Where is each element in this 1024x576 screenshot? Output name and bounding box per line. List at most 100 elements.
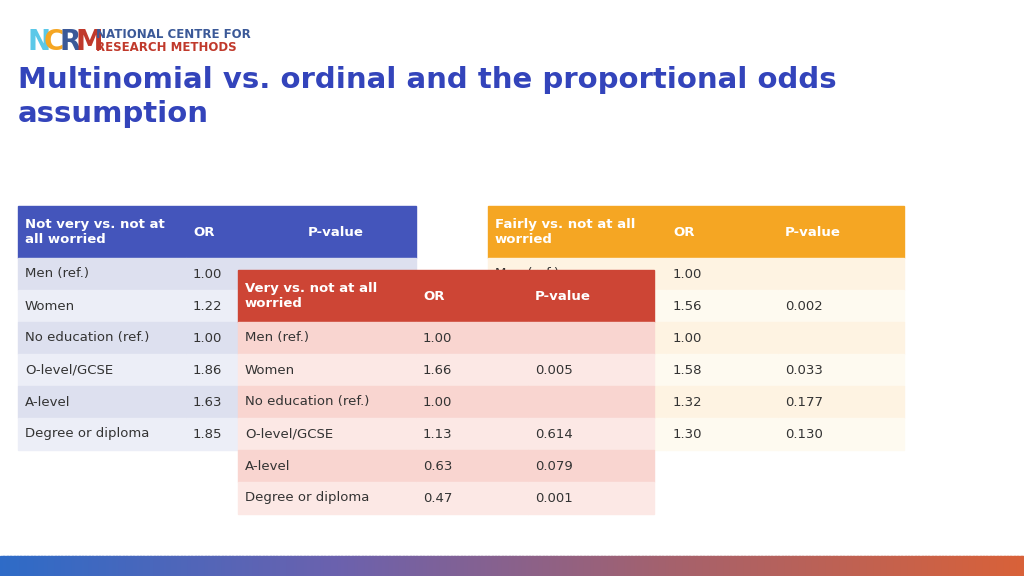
Bar	[666, 556, 670, 576]
Bar	[604, 556, 608, 576]
Text: NATIONAL CENTRE FOR: NATIONAL CENTRE FOR	[96, 28, 251, 41]
Text: No education (ref.): No education (ref.)	[495, 332, 620, 344]
Bar	[215, 556, 219, 576]
Bar	[570, 556, 574, 576]
Bar	[833, 556, 838, 576]
Bar	[891, 556, 895, 576]
Bar	[765, 556, 769, 576]
Bar	[837, 556, 841, 576]
Bar	[993, 556, 997, 576]
Bar	[727, 556, 731, 576]
Bar	[528, 450, 654, 482]
Bar	[519, 556, 523, 576]
Bar	[338, 556, 342, 576]
Bar	[655, 556, 659, 576]
Bar	[778, 258, 904, 290]
Bar	[775, 556, 779, 576]
Bar	[143, 556, 147, 576]
Bar	[110, 556, 114, 576]
Bar	[300, 556, 305, 576]
Bar	[683, 556, 687, 576]
Bar	[161, 556, 165, 576]
Bar	[673, 556, 677, 576]
Text: OR: OR	[423, 290, 444, 302]
Bar	[980, 556, 984, 576]
Bar	[781, 556, 786, 576]
Bar	[532, 556, 537, 576]
Bar	[556, 556, 561, 576]
Bar	[304, 556, 308, 576]
Bar	[986, 556, 991, 576]
Bar	[922, 556, 926, 576]
Bar	[24, 556, 29, 576]
Bar	[710, 556, 715, 576]
Bar	[966, 556, 971, 576]
Bar	[515, 556, 520, 576]
Bar	[413, 556, 418, 576]
Bar	[82, 556, 86, 576]
Text: P-value: P-value	[308, 225, 364, 238]
Text: 1.86: 1.86	[193, 363, 222, 377]
Bar	[212, 556, 216, 576]
Bar	[301, 322, 416, 354]
Bar	[89, 556, 93, 576]
Bar	[276, 556, 281, 576]
Bar	[297, 556, 301, 576]
Bar	[238, 322, 416, 354]
Bar	[416, 450, 528, 482]
Bar	[505, 556, 510, 576]
Bar	[151, 556, 155, 576]
Bar	[427, 556, 431, 576]
Bar	[18, 354, 186, 386]
Bar	[61, 556, 66, 576]
Text: M: M	[75, 28, 102, 56]
Bar	[601, 556, 605, 576]
Bar	[478, 556, 482, 576]
Bar	[430, 556, 434, 576]
Bar	[495, 556, 500, 576]
Bar	[955, 556, 961, 576]
Bar	[41, 556, 45, 576]
Bar	[850, 556, 854, 576]
Bar	[361, 556, 367, 576]
Text: 1.00: 1.00	[193, 267, 222, 281]
Bar	[191, 556, 196, 576]
Bar	[751, 556, 756, 576]
Bar	[939, 556, 943, 576]
Bar	[1021, 556, 1024, 576]
Bar	[310, 556, 315, 576]
Bar	[843, 556, 848, 576]
Bar	[492, 556, 496, 576]
Bar	[133, 556, 137, 576]
Bar	[186, 354, 301, 386]
Text: O-level/GCSE: O-level/GCSE	[495, 363, 583, 377]
Bar	[1014, 556, 1018, 576]
Bar	[785, 556, 790, 576]
Bar	[614, 556, 618, 576]
Bar	[105, 556, 111, 576]
Bar	[488, 556, 493, 576]
Bar	[18, 386, 186, 418]
Text: Fairly vs. not at all
worried: Fairly vs. not at all worried	[495, 218, 635, 246]
Text: 1.63: 1.63	[193, 396, 222, 408]
Text: O-level/GCSE: O-level/GCSE	[245, 427, 333, 441]
Bar	[744, 556, 749, 576]
Bar	[167, 556, 172, 576]
Bar	[471, 556, 475, 576]
Bar	[734, 556, 738, 576]
Text: 1.56: 1.56	[673, 300, 702, 313]
Bar	[443, 556, 449, 576]
Bar	[284, 556, 288, 576]
Bar	[92, 556, 96, 576]
Bar	[79, 556, 83, 576]
Bar	[970, 556, 974, 576]
Bar	[18, 206, 416, 258]
Bar	[186, 258, 301, 290]
Text: 0.614: 0.614	[535, 427, 572, 441]
Bar	[280, 556, 285, 576]
Bar	[740, 556, 745, 576]
Bar	[689, 556, 694, 576]
Bar	[878, 556, 882, 576]
Bar	[611, 556, 615, 576]
Bar	[502, 556, 506, 576]
